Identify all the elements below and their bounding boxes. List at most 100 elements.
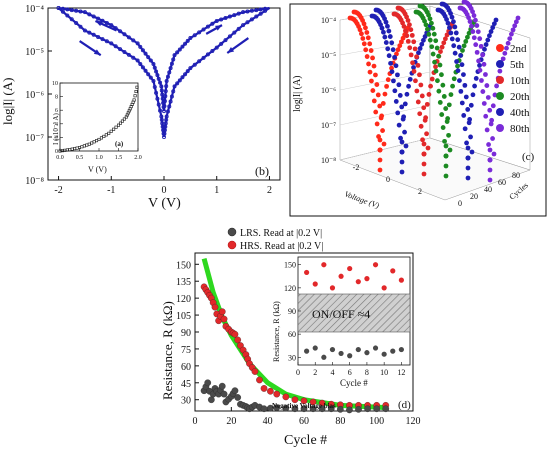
c-point-40th: [472, 83, 477, 89]
c-point-40th: [483, 42, 489, 47]
c-point-10th: [400, 20, 405, 26]
c-point-10th: [433, 64, 438, 70]
a-point: [133, 94, 137, 98]
c-gridline: [339, 137, 431, 161]
c-point-40th: [465, 145, 471, 151]
di-point-lrs: [355, 346, 361, 353]
panel-a-ylabel: I (x10⁻⁵ A): [52, 113, 60, 145]
c-point-5th: [387, 34, 393, 39]
b-iv-point: [214, 18, 219, 23]
di-point-hrs: [347, 265, 353, 272]
d-ytick-label: 60: [181, 362, 191, 373]
b-iv-point: [148, 58, 153, 63]
c-point-2nd: [373, 109, 379, 115]
c-point-80th: [490, 136, 495, 141]
c-point-40th: [493, 17, 499, 23]
b-iv-point: [109, 23, 114, 28]
a-point: [109, 129, 113, 133]
b-iv-point: [219, 17, 224, 22]
b-iv-point: [122, 49, 127, 54]
c-legend-marker: [496, 60, 504, 68]
b-iv-point: [138, 61, 143, 66]
b-iv-point: [158, 108, 163, 113]
b-iv-point: [151, 79, 156, 84]
c-point-20th: [465, 34, 470, 40]
c-point-10th: [408, 27, 414, 33]
d-point-hrs: [220, 315, 228, 323]
panel-b-curves: [56, 6, 271, 139]
c-point-80th: [497, 68, 503, 74]
panel-d-legend: LRS. Read at |0.2 V| HRS. Read at |0.2 V…: [227, 227, 323, 252]
b-iv-point: [263, 6, 268, 11]
b-arrow-head: [93, 49, 101, 56]
c-point-80th: [470, 29, 476, 34]
c-point-10th: [425, 145, 431, 151]
d-point-lrs: [204, 379, 212, 387]
c-point-40th: [477, 63, 482, 68]
c-ytick-label: 10⁻⁸: [321, 156, 336, 165]
c-point-40th: [458, 53, 463, 58]
c-point-20th: [434, 45, 440, 51]
c-point-10th: [417, 111, 423, 117]
d-point-lrs: [231, 387, 239, 395]
b-iv-point: [161, 109, 166, 114]
panel-b-ylabel: log|I| (A): [0, 78, 15, 125]
b-iv-point: [197, 59, 202, 64]
b-iv-point: [155, 73, 160, 78]
b-iv-point: [82, 28, 87, 33]
c-point-5th: [390, 47, 396, 53]
b-arrow-head: [95, 20, 103, 27]
b-iv-point: [185, 69, 190, 74]
b-ytick-label: 10⁻⁵: [25, 47, 44, 58]
c-point-10th: [411, 39, 417, 45]
b-iv-point: [100, 18, 105, 23]
c-point-2nd: [377, 157, 383, 163]
c-point-40th: [462, 82, 468, 88]
b-iv-point: [171, 57, 176, 62]
c-legend-label: 5th: [510, 59, 525, 71]
di-point-lrs: [338, 350, 344, 357]
c-point-5th: [382, 34, 388, 40]
d-ytick-label: 90: [181, 328, 191, 339]
b-iv-point: [164, 114, 169, 119]
onoff-band: [297, 293, 411, 333]
c-point-80th: [480, 89, 486, 94]
b-iv-point: [146, 72, 151, 77]
c-point-20th: [450, 83, 455, 89]
panel-c: 10⁻⁸ 10⁻⁷ 10⁻⁶ 10⁻⁵ 10⁻⁴ -2 0 2 0 20 40 60 80 log|…: [289, 0, 547, 217]
c-point-5th: [392, 54, 397, 60]
b-iv-point: [169, 94, 174, 99]
c-point-80th: [487, 147, 493, 153]
c-point-10th: [441, 40, 447, 46]
c-point-80th: [510, 27, 516, 33]
c-point-40th: [452, 24, 458, 30]
b-iv-point: [171, 89, 176, 94]
b-iv-point: [156, 76, 161, 81]
b-iv-point: [69, 8, 74, 13]
d-xtick-label: 80: [335, 416, 345, 427]
panel-d-points: [200, 283, 390, 414]
c-point-20th: [443, 143, 449, 149]
c-point-40th: [448, 30, 454, 36]
c-point-20th: [432, 59, 437, 65]
b-iv-point: [154, 69, 159, 74]
panel-c-curves: [347, 0, 521, 183]
c-point-20th: [443, 153, 449, 159]
c-point-2nd: [364, 54, 370, 59]
c-point-40th: [454, 59, 459, 64]
c-point-10th: [428, 83, 433, 89]
a-point: [114, 125, 118, 129]
c-point-2nd: [370, 88, 376, 93]
d-ytick-label: 45: [181, 379, 191, 390]
c-point-40th: [459, 62, 465, 68]
d-point-hrs: [282, 393, 290, 401]
b-iv-point: [167, 104, 172, 109]
c-point-10th: [423, 115, 429, 121]
c-point-20th: [439, 112, 445, 117]
panel-d-xlabel: Cycle #: [284, 433, 327, 448]
c-point-20th: [433, 38, 439, 44]
c-point-2nd: [375, 92, 381, 98]
c-point-2nd: [364, 30, 370, 35]
panel-c-label: (c): [522, 151, 535, 163]
